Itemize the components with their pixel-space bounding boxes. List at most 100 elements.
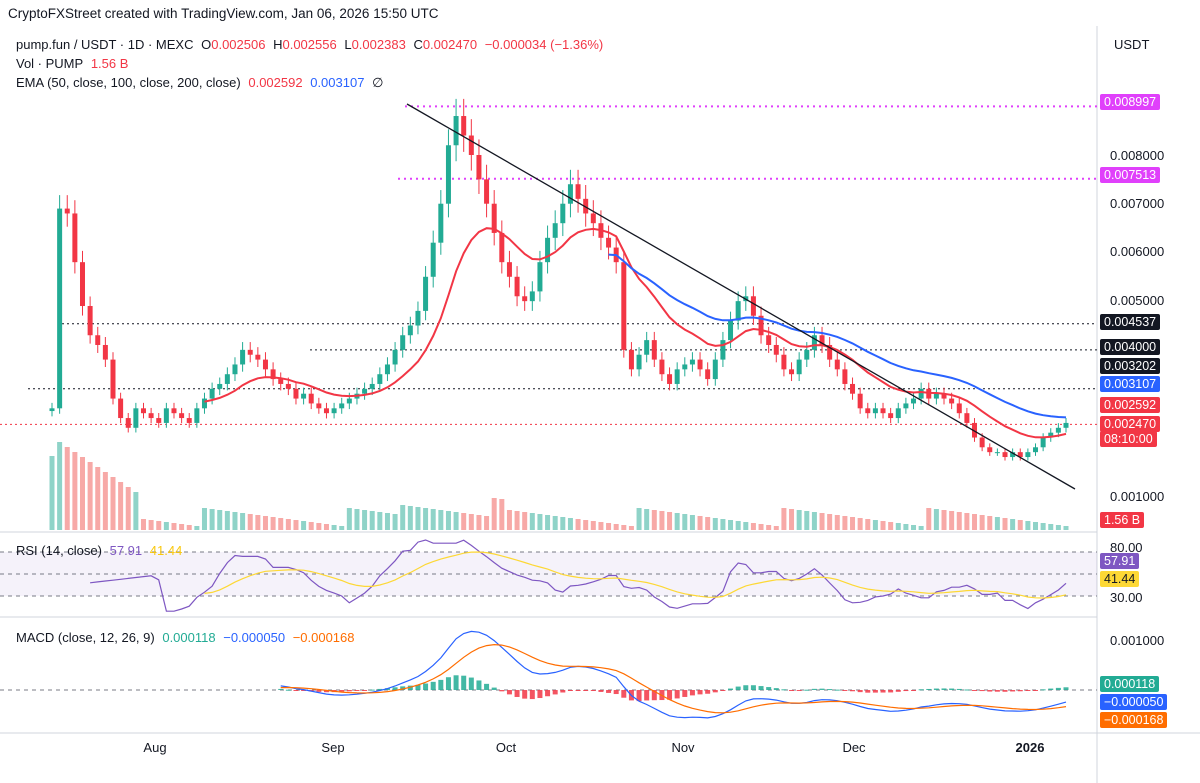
volume-bar xyxy=(941,510,947,530)
candle-body xyxy=(301,393,307,399)
volume-bar xyxy=(667,512,673,530)
candle-body xyxy=(49,408,55,412)
macd-tag: −0.000050 xyxy=(1100,694,1168,710)
volume-bar xyxy=(857,518,863,530)
candle-body xyxy=(163,408,169,423)
macd-hist-bar xyxy=(491,687,497,690)
candle-body xyxy=(400,335,406,350)
volume-bar xyxy=(125,487,131,530)
price-tag-dark: 0.004537 xyxy=(1100,314,1161,330)
macd-hist-bar xyxy=(964,689,970,691)
macd-hist-bar xyxy=(1033,690,1039,691)
ema50-line xyxy=(204,227,1067,439)
volume-bar xyxy=(484,516,490,530)
candle-body xyxy=(933,393,939,399)
candle-body xyxy=(911,398,917,404)
macd-hist-bar xyxy=(865,690,871,693)
volume-bar xyxy=(956,512,962,530)
volume-bar xyxy=(712,518,718,530)
ema-legend[interactable]: EMA (50, close, 100, close, 200, close) … xyxy=(16,75,387,91)
candle-body xyxy=(384,364,390,375)
candle-body xyxy=(705,369,711,380)
volume-bar xyxy=(255,515,261,530)
macd-hist-bar xyxy=(857,690,863,693)
macd-hist-bar xyxy=(949,688,955,690)
candle-body xyxy=(552,223,558,238)
volume-bar xyxy=(110,477,116,530)
symbol-legend[interactable]: pump.fun / USDT · 1D · MEXC O0.002506 H0… xyxy=(16,37,607,52)
macd-line-value: −0.000050 xyxy=(223,630,286,645)
macd-hist-bar xyxy=(377,688,383,690)
volume-bar xyxy=(476,515,482,530)
volume-bar xyxy=(850,517,856,530)
candle-body xyxy=(1040,437,1046,448)
macd-hist-bar xyxy=(682,690,688,697)
price-tag-dark: 0.003202 xyxy=(1100,358,1161,374)
volume-bar xyxy=(750,523,756,530)
candle-body xyxy=(125,418,131,428)
volume-bar xyxy=(766,525,772,530)
rsi-ma-line xyxy=(204,551,1067,599)
macd-hist-bar xyxy=(842,690,848,691)
candle-body xyxy=(590,213,596,224)
ema-label: EMA (50, close, 100, close, 200, close) xyxy=(16,75,241,90)
rsi-axis-label: 30.00 xyxy=(1110,590,1143,605)
candle-body xyxy=(819,335,825,345)
volume-bar xyxy=(872,520,878,530)
volume-bar xyxy=(217,510,223,530)
volume-bar xyxy=(964,513,970,530)
macd-legend[interactable]: MACD (close, 12, 26, 9) 0.000118 −0.0000… xyxy=(16,630,359,645)
volume-bar xyxy=(697,516,703,530)
macd-hist-bar xyxy=(651,690,657,701)
volume-bar xyxy=(842,516,848,530)
candle-body xyxy=(758,315,764,336)
volume-bar xyxy=(224,511,230,530)
signal-line xyxy=(280,643,1067,714)
volume-bar xyxy=(79,457,85,530)
candle-body xyxy=(407,325,413,336)
volume-bar xyxy=(949,511,955,530)
currency-selector[interactable]: USDT xyxy=(1114,37,1150,52)
volume-bar xyxy=(865,519,871,530)
volume-legend[interactable]: Vol · PUMP 1.56 B xyxy=(16,56,132,71)
candle-body xyxy=(445,145,451,204)
candle-body xyxy=(522,296,528,302)
volume-bar xyxy=(377,512,383,530)
volume-bar xyxy=(369,511,375,530)
macd-tag: −0.000168 xyxy=(1100,712,1168,728)
volume-bar xyxy=(1063,526,1069,530)
candle-body xyxy=(148,413,154,419)
macd-hist-bar xyxy=(621,690,627,698)
volume-bar xyxy=(918,526,924,530)
volume-bar xyxy=(468,514,474,530)
volume-bar xyxy=(285,519,291,530)
volume-bar xyxy=(102,472,108,530)
volume-bar xyxy=(438,510,444,530)
volume-bar xyxy=(171,523,177,530)
macd-hist-bar xyxy=(720,690,726,691)
volume-bar xyxy=(308,522,314,530)
macd-hist-bar xyxy=(1017,690,1023,692)
close-label: C xyxy=(413,37,423,52)
price-tag-ema100: 0.003107 xyxy=(1100,376,1161,392)
volume-bar xyxy=(491,498,497,530)
volume-value: 1.56 B xyxy=(90,56,129,71)
macd-hist-bar xyxy=(301,690,307,691)
candle-body xyxy=(201,398,207,409)
rsi-ma-value: 41.44 xyxy=(149,543,183,558)
volume-bar xyxy=(537,514,543,530)
volume-bar xyxy=(323,524,329,530)
candle-body xyxy=(1048,432,1054,438)
candle-body xyxy=(438,203,444,243)
axis-labels: 0.008000 0.007000 0.006000 0.005000 0.001000… xyxy=(143,148,1164,755)
candle-body xyxy=(888,413,894,419)
macd-hist-value: 0.000118 xyxy=(162,630,216,645)
candle-body xyxy=(240,349,246,365)
volume-bar xyxy=(705,517,711,530)
volume-bar xyxy=(972,514,978,530)
candle-body xyxy=(606,237,612,248)
macd-axis-label: 0.001000 xyxy=(1110,633,1164,648)
volume-bar xyxy=(140,519,146,530)
rsi-legend[interactable]: RSI (14, close) 57.91 41.44 xyxy=(16,543,186,558)
